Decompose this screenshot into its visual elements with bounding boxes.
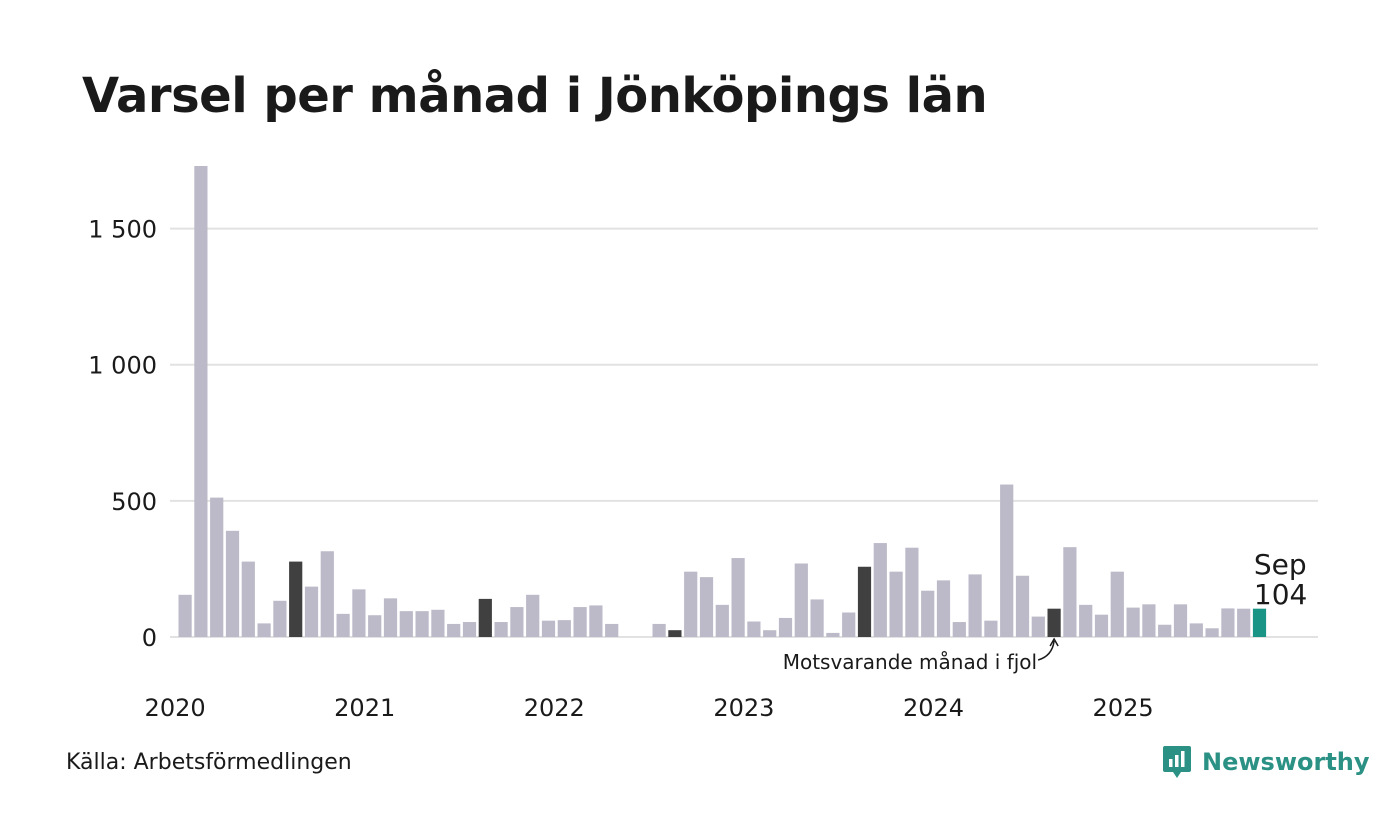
bar: 2022-12: 290 bbox=[731, 558, 745, 637]
bar: 2024-10: 118 bbox=[1079, 604, 1093, 637]
bar: 2022-11: 118 bbox=[715, 604, 729, 637]
bar: 2020-04: 390 bbox=[225, 530, 240, 637]
annotation-arrow bbox=[1037, 640, 1055, 661]
bar: 2024-07: 75 bbox=[1031, 616, 1045, 637]
bars: 2020-01: 1552020-02: 17302020-03: 512202… bbox=[178, 166, 1267, 637]
bar: 2023-03: 70 bbox=[778, 617, 793, 637]
bar: 2020-01: 155 bbox=[178, 594, 192, 637]
x-tick-label: 2025 bbox=[1093, 694, 1154, 722]
bar: 2024-01: 208 bbox=[936, 580, 951, 637]
bar: 2023-01: 57 bbox=[747, 621, 761, 637]
bar-prior-year: 2022-08: 25 bbox=[668, 630, 682, 637]
bar: 2025-07: 105 bbox=[1221, 608, 1235, 637]
bar: 2024-04: 60 bbox=[984, 620, 998, 637]
y-tick-label: 1 000 bbox=[88, 352, 157, 380]
bar: 2021-09: 55 bbox=[494, 622, 508, 637]
bar: 2023-02: 25 bbox=[763, 630, 777, 637]
bar: 2022-03: 116 bbox=[589, 605, 603, 637]
bar: 2024-05: 560 bbox=[1000, 484, 1014, 637]
bar: 2025-04: 120 bbox=[1173, 604, 1188, 637]
x-tick-label: 2023 bbox=[713, 694, 774, 722]
bar: 2021-06: 48 bbox=[447, 623, 461, 637]
bar-prior-year: 2021-08: 140 bbox=[478, 598, 492, 637]
bar: 2023-12: 170 bbox=[921, 590, 935, 637]
x-tick-label: 2021 bbox=[334, 694, 395, 722]
bar: 2022-09: 240 bbox=[684, 571, 698, 637]
bar: 2024-09: 330 bbox=[1063, 547, 1077, 637]
bar: 2021-11: 155 bbox=[526, 594, 540, 637]
annotation-text: Motsvarande månad i fjol bbox=[783, 650, 1037, 674]
bar: 2023-11: 328 bbox=[905, 547, 919, 637]
bar: 2023-07: 90 bbox=[842, 612, 856, 637]
x-axis: 2020 2021 2022 2023 2024 2025 bbox=[145, 694, 1154, 722]
bar: 2020-02: 1730 bbox=[194, 166, 208, 637]
bar: 2020-07: 133 bbox=[273, 600, 287, 637]
bar: 2021-03: 95 bbox=[399, 611, 413, 637]
bar: 2025-01: 108 bbox=[1126, 607, 1140, 637]
bar: 2022-01: 62 bbox=[557, 620, 571, 637]
bar: 2025-02: 120 bbox=[1142, 604, 1156, 637]
bar: 2020-06: 50 bbox=[257, 623, 271, 637]
y-tick-label: 1 500 bbox=[88, 216, 157, 244]
bar: 2023-05: 138 bbox=[810, 599, 824, 637]
bar: 2022-04: 48 bbox=[605, 623, 619, 637]
bar-current: 2025-09: 104 bbox=[1252, 608, 1267, 637]
newsworthy-logo-icon bbox=[1163, 746, 1191, 778]
bar: 2021-07: 55 bbox=[462, 622, 477, 637]
bar: 2024-03: 230 bbox=[968, 574, 982, 637]
bar: 2022-07: 48 bbox=[652, 623, 666, 637]
source-note: Källa: Arbetsförmedlingen bbox=[66, 750, 352, 775]
brand-logo: Newsworthy bbox=[1162, 742, 1370, 782]
bar: 2021-04: 95 bbox=[415, 611, 429, 637]
bar: 2020-12: 175 bbox=[352, 589, 366, 637]
current-value-label: 104 bbox=[1254, 578, 1307, 611]
bar: 2021-05: 100 bbox=[431, 609, 445, 637]
bar: 2023-06: 15 bbox=[826, 632, 840, 637]
bar: 2021-02: 142 bbox=[383, 598, 398, 637]
bar: 2020-05: 277 bbox=[241, 561, 255, 637]
bar: 2023-04: 270 bbox=[794, 563, 808, 637]
bar: 2025-05: 50 bbox=[1189, 623, 1203, 637]
bar: 2025-03: 45 bbox=[1158, 624, 1172, 637]
y-tick-label: 0 bbox=[142, 624, 157, 652]
bar: 2024-11: 82 bbox=[1094, 614, 1109, 637]
current-month-label: Sep bbox=[1254, 548, 1307, 581]
bar: 2023-09: 345 bbox=[873, 543, 887, 637]
y-axis: 0 500 1 000 1 500 bbox=[88, 216, 157, 652]
bar: 2021-10: 110 bbox=[510, 607, 524, 637]
bar: 2024-02: 55 bbox=[952, 622, 966, 637]
bar-prior-year: 2020-08: 277 bbox=[289, 561, 303, 637]
bar: 2020-11: 85 bbox=[336, 613, 350, 637]
x-tick-label: 2024 bbox=[903, 694, 964, 722]
bar-prior-year: 2024-08: 104 bbox=[1047, 608, 1061, 637]
annotation-arrowhead bbox=[1049, 637, 1059, 647]
brand-name: Newsworthy bbox=[1202, 748, 1370, 776]
x-tick-label: 2020 bbox=[145, 694, 206, 722]
chart-title: Varsel per månad i Jönköpings län bbox=[82, 68, 988, 124]
y-tick-label: 500 bbox=[111, 488, 157, 516]
bar: 2021-01: 80 bbox=[368, 615, 382, 637]
bar: 2020-09: 185 bbox=[304, 586, 319, 637]
bar: 2022-10: 220 bbox=[699, 577, 714, 637]
bar-prior-year: 2023-08: 258 bbox=[857, 566, 872, 637]
bar: 2025-06: 32 bbox=[1205, 628, 1219, 637]
bar: 2024-06: 225 bbox=[1015, 575, 1030, 637]
bar: 2020-03: 512 bbox=[210, 497, 224, 637]
x-tick-label: 2022 bbox=[524, 694, 585, 722]
bar: 2021-12: 60 bbox=[541, 620, 556, 637]
bar: 2020-10: 315 bbox=[320, 551, 334, 637]
bar: 2023-10: 240 bbox=[889, 571, 903, 637]
bar: 2022-02: 110 bbox=[573, 607, 587, 637]
bar: 2024-12: 240 bbox=[1110, 571, 1124, 637]
bar: 2025-08: 104 bbox=[1237, 608, 1251, 637]
